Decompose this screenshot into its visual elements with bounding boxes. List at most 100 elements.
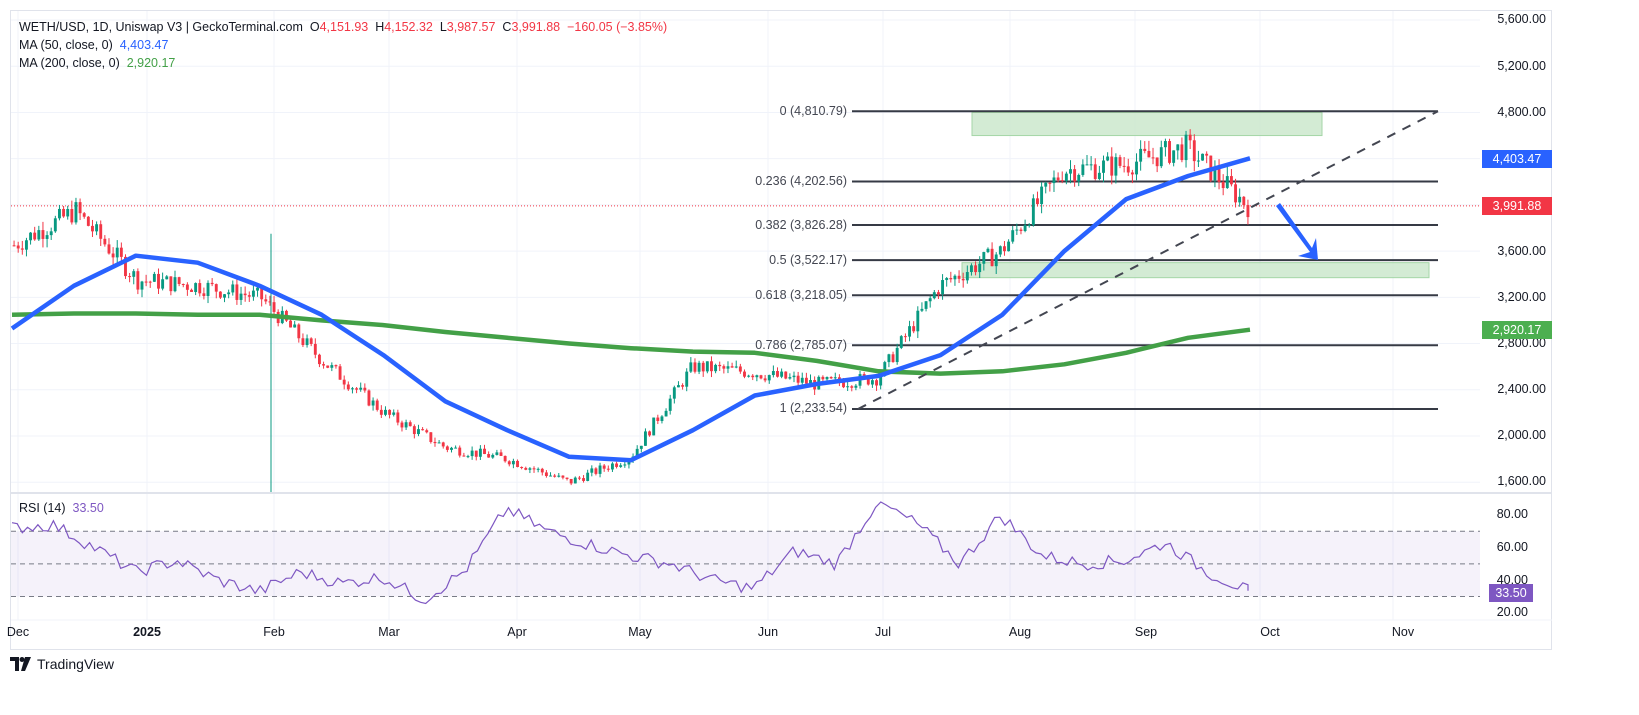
candle-body [970,265,973,273]
candle-body [941,280,945,295]
fib-level-05: 0.5 (3,522.17) [769,253,847,267]
candle-body [594,468,598,474]
candle-body [375,400,379,410]
candle-body [272,302,276,312]
candle-body [1205,153,1209,156]
candle-body [623,464,627,466]
candle-body [408,422,412,427]
candle-body [351,388,354,390]
candle-body [664,410,668,417]
candle-body [62,208,66,217]
candle-body [994,254,998,267]
candle-body [388,409,392,415]
candle-body [1089,164,1093,166]
symbol-title: WETH/USD, 1D, Uniswap V3 | GeckoTerminal… [19,20,303,34]
chart-legend: WETH/USD, 1D, Uniswap V3 | GeckoTerminal… [19,18,667,72]
candle-body [437,442,441,444]
candle-body [1151,157,1155,159]
candle-body [1106,156,1110,161]
candle-body [1163,141,1167,148]
candle-body [289,320,292,328]
candle-body [544,472,548,476]
candle-body [37,230,41,240]
candle-body [1192,140,1196,162]
tradingview-logo[interactable]: TradingView [10,656,114,672]
candle-body [520,466,524,468]
candle-body [169,276,173,292]
candle-body [1139,148,1143,162]
candle-body [796,375,800,383]
candle-body [1118,157,1122,166]
candle-body [1172,150,1176,163]
candle-body [330,365,334,368]
candle-body [879,375,883,386]
candle-body [161,279,165,289]
candle-body [615,463,619,467]
candle-body [689,362,693,372]
candle-body [367,390,371,406]
candle-body [771,371,775,376]
rsi-legend[interactable]: RSI (14) 33.50 [19,501,104,515]
candle-body [747,375,751,377]
time-tick: Jul [875,625,891,639]
candle-body [569,478,573,484]
candle-body [710,361,713,372]
candle-body [260,287,264,300]
support-zone [961,262,1430,279]
candle-body [825,377,829,380]
candle-body [590,468,594,473]
candle-body [891,354,895,363]
candle-body [516,460,519,467]
candle-body [326,365,330,368]
candle-body [565,477,569,479]
candle-body [635,448,639,457]
candle-body [371,400,375,406]
ma200-legend[interactable]: MA (200, close, 0) 2,920.17 [19,56,176,70]
candle-body [685,371,689,387]
candle-body [714,364,718,372]
candle-body [528,468,532,470]
price-tick: 5,200.00 [1497,59,1546,73]
candle-body [74,202,78,223]
fib-level-1: 1 (2,233.54) [779,401,847,415]
candle-body [227,292,231,295]
candle-body [223,294,226,298]
candle-body [70,209,74,223]
close-value: 3,991.88 [511,20,561,34]
candle-body [986,248,990,253]
candle-body [53,218,57,232]
candle-body [1031,198,1035,226]
candle-body [256,287,259,291]
candle-body [450,447,453,450]
candle-body [553,475,557,477]
candle-body [998,246,1002,255]
fib-level-0382: 0.382 (3,826.28) [755,218,847,232]
candle-body [177,277,181,285]
candle-body [396,412,400,423]
candle-body [379,409,383,415]
candle-body [668,398,672,411]
candle-body [743,371,746,377]
candle-body [251,290,255,297]
price-tick: 3,600.00 [1497,244,1546,258]
candle-body [912,326,916,332]
candle-body [895,347,899,363]
candle-body [883,362,887,376]
candle-body [1023,225,1027,231]
candle-body [1044,182,1048,187]
candle-body [400,422,404,428]
candle-body [1188,134,1192,141]
candle-body [751,375,755,378]
candle-body [445,446,449,450]
candle-body [384,409,387,415]
time-tick: 2025 [133,625,161,639]
candle-body [928,298,932,302]
ma50-legend[interactable]: MA (50, close, 0) 4,403.47 [19,38,169,52]
candle-body [804,377,808,384]
candle-body [45,235,49,239]
candle-body [185,284,189,290]
rsi-tick: 60.00 [1496,540,1528,554]
candle-body [152,273,156,282]
candle-body [1048,182,1052,184]
